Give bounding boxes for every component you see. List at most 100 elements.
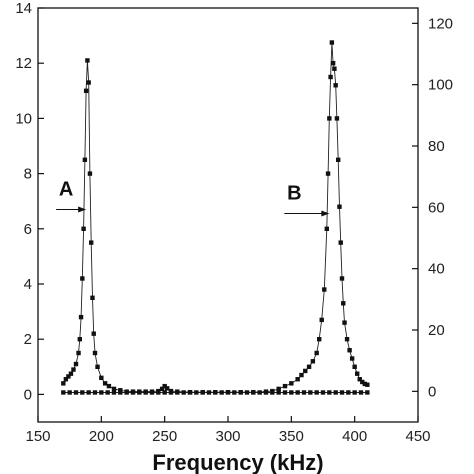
- series-1: [61, 390, 370, 395]
- y-left-tick-label: 6: [24, 221, 32, 238]
- data-point: [244, 390, 250, 395]
- data-point: [365, 382, 370, 387]
- data-point: [276, 386, 281, 392]
- data-point: [232, 390, 237, 395]
- data-point: [90, 295, 95, 300]
- data-point: [87, 171, 93, 176]
- annotation-arrowhead: [78, 206, 87, 213]
- data-point: [358, 390, 364, 395]
- data-point: [336, 157, 341, 162]
- data-point: [325, 171, 331, 176]
- annotation-label: B: [287, 182, 301, 204]
- x-tick-label: 300: [215, 428, 240, 445]
- data-point: [314, 350, 319, 356]
- data-point: [130, 390, 136, 395]
- x-tick-label: 350: [279, 428, 304, 445]
- chart-marks: [61, 40, 370, 395]
- plot-frame: [37, 7, 419, 423]
- data-point: [118, 388, 123, 393]
- data-point: [338, 240, 343, 245]
- data-point: [337, 204, 342, 209]
- data-point: [310, 359, 316, 364]
- data-point: [194, 390, 199, 395]
- data-point: [289, 381, 294, 386]
- x-tick-label: 450: [405, 428, 430, 445]
- data-point: [238, 390, 243, 395]
- data-point: [352, 390, 357, 395]
- data-point: [225, 390, 231, 395]
- y-right-tick-label: 80: [428, 138, 445, 155]
- data-point: [111, 390, 117, 395]
- data-point: [86, 390, 91, 395]
- data-point: [61, 390, 66, 395]
- data-point: [341, 301, 346, 306]
- data-point: [71, 367, 76, 372]
- data-point: [352, 364, 357, 369]
- y-left-tick-label: 8: [24, 166, 32, 183]
- data-point: [143, 390, 148, 395]
- data-point: [92, 390, 98, 395]
- data-point: [295, 390, 300, 395]
- annotation-label: A: [59, 178, 73, 200]
- data-point: [344, 337, 350, 342]
- data-point: [329, 40, 335, 45]
- data-point: [319, 317, 324, 323]
- data-point: [282, 383, 288, 389]
- data-point: [63, 377, 69, 382]
- data-point: [289, 390, 294, 395]
- x-axis-title: Frequency (kHz): [152, 450, 323, 474]
- data-point: [322, 287, 327, 292]
- data-point: [355, 371, 360, 376]
- y-left-tick-label: 4: [24, 276, 32, 293]
- data-point: [80, 276, 85, 281]
- y-left-tick-label: 12: [15, 55, 32, 72]
- data-point: [73, 390, 79, 395]
- data-point: [270, 390, 275, 395]
- data-point: [327, 390, 332, 395]
- data-point: [68, 371, 74, 376]
- data-point: [299, 372, 304, 378]
- axis-ticks: 150 200 250 300 350 400 450 0 2 4 6 8 10 12 14 0 20 40 60 8…: [15, 0, 453, 445]
- data-point: [92, 350, 98, 356]
- data-point: [105, 390, 110, 395]
- data-point: [219, 390, 224, 395]
- data-point: [187, 390, 193, 395]
- series-0: [61, 40, 370, 395]
- data-point: [73, 361, 79, 367]
- data-point: [308, 390, 313, 395]
- data-point: [99, 390, 104, 395]
- data-point: [156, 390, 161, 395]
- y-right-tick-label: 120: [428, 15, 453, 32]
- data-point: [349, 356, 355, 361]
- data-point: [276, 390, 281, 395]
- y-left-tick-label: 2: [24, 331, 32, 348]
- data-point: [263, 390, 269, 395]
- data-point: [365, 390, 370, 395]
- y-left-tick-label: 10: [15, 110, 32, 127]
- data-point: [330, 61, 336, 66]
- data-point: [89, 240, 94, 245]
- data-point: [85, 58, 90, 63]
- y-right-tick-label: 20: [428, 322, 445, 339]
- data-point: [78, 314, 84, 320]
- data-point: [306, 364, 312, 369]
- data-point: [61, 381, 66, 386]
- data-point: [251, 390, 256, 395]
- y-right-tick-label: 100: [428, 77, 453, 94]
- data-point: [324, 226, 329, 231]
- data-point: [339, 390, 345, 395]
- data-point: [67, 390, 72, 395]
- y-left-tick-label: 14: [15, 0, 32, 17]
- data-point: [106, 383, 112, 389]
- data-point: [80, 390, 85, 395]
- y-right-tick-label: 0: [428, 383, 436, 400]
- data-point: [137, 390, 142, 395]
- data-point: [257, 390, 262, 395]
- data-point: [81, 226, 86, 231]
- data-point: [95, 364, 100, 369]
- data-point: [333, 83, 338, 88]
- data-point: [102, 381, 108, 386]
- x-tick-label: 400: [342, 428, 367, 445]
